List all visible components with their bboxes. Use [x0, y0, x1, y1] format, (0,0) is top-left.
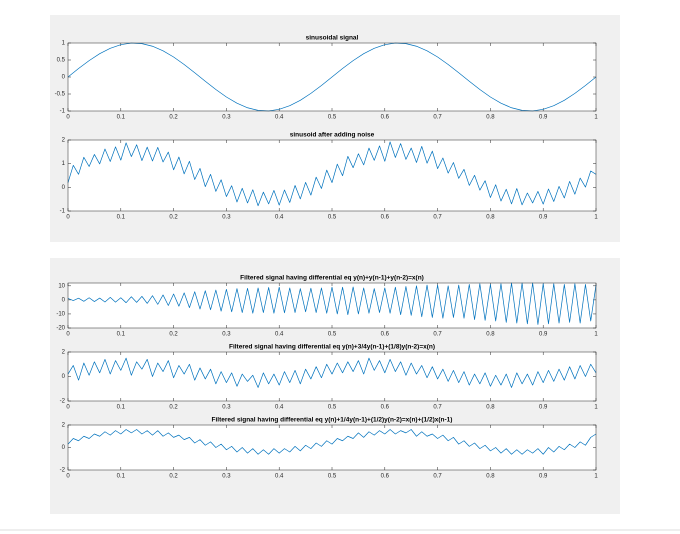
- x-tick-label: 0.1: [117, 474, 126, 480]
- x-tick-label: 0: [66, 215, 70, 221]
- x-tick-label: 0.3: [222, 115, 231, 121]
- x-tick-label: 0: [66, 474, 70, 480]
- y-tick-label: 10: [58, 283, 65, 289]
- y-tick-label: -1: [60, 109, 66, 115]
- x-tick-label: 0.3: [222, 332, 231, 338]
- x-tick-label: 0.5: [328, 332, 337, 338]
- x-tick-label: 0.9: [539, 405, 548, 411]
- x-tick-label: 1: [594, 474, 598, 480]
- chart-title: Filtered signal having differential eq y…: [240, 275, 424, 282]
- x-tick-label: 0.5: [328, 405, 337, 411]
- axes-frame: [67, 139, 597, 212]
- x-tick-label: 0.2: [169, 115, 178, 121]
- x-tick-label: 0: [66, 405, 70, 411]
- x-tick-label: 1: [594, 215, 598, 221]
- y-tick-label: 0: [62, 445, 66, 451]
- x-tick-label: 0.9: [539, 474, 548, 480]
- x-tick-label: 0.4: [275, 215, 284, 221]
- x-tick-label: 0.6: [381, 115, 390, 121]
- x-tick-label: 0.8: [486, 115, 495, 121]
- signal-line: [67, 141, 597, 207]
- x-tick-label: 0.8: [486, 474, 495, 480]
- x-tick-label: 0.2: [169, 405, 178, 411]
- y-tick-label: -1: [60, 209, 66, 215]
- x-tick-label: 0.6: [381, 332, 390, 338]
- y-tick-label: 0: [62, 297, 66, 303]
- x-tick-label: 0.6: [381, 215, 390, 221]
- x-tick-label: 0.2: [169, 474, 178, 480]
- x-tick-label: 1: [594, 405, 598, 411]
- chart-title: Filtered signal having differential eq y…: [212, 417, 453, 424]
- y-tick-label: 0: [62, 185, 66, 191]
- x-tick-label: 0.4: [275, 332, 284, 338]
- x-tick-label: 0.8: [486, 405, 495, 411]
- x-tick-label: 0.3: [222, 405, 231, 411]
- x-tick-label: 0.7: [433, 115, 442, 121]
- x-tick-label: 0.1: [117, 405, 126, 411]
- signal-line: [67, 42, 597, 112]
- axes-frame: [67, 351, 597, 402]
- x-tick-label: 0: [66, 332, 70, 338]
- y-tick-label: 1: [62, 41, 66, 47]
- x-tick-label: 0.7: [433, 474, 442, 480]
- x-tick-label: 0: [66, 115, 70, 121]
- x-tick-label: 0.6: [381, 474, 390, 480]
- x-tick-label: 0.9: [539, 215, 548, 221]
- chart-title: sinusoid after adding noise: [290, 132, 375, 139]
- y-tick-label: 2: [62, 138, 66, 144]
- x-tick-label: 0.3: [222, 474, 231, 480]
- chart-title: sinusoidal signal: [306, 35, 359, 42]
- x-tick-label: 0.9: [539, 115, 548, 121]
- x-tick-label: 0.4: [275, 405, 284, 411]
- axes-background: [68, 352, 596, 401]
- x-tick-label: 0.8: [486, 332, 495, 338]
- y-tick-label: -20: [56, 326, 65, 332]
- x-tick-label: 0.7: [433, 215, 442, 221]
- y-tick-label: -0.5: [55, 92, 66, 98]
- axes-background: [68, 140, 596, 211]
- x-tick-label: 0.7: [433, 405, 442, 411]
- x-tick-label: 0.6: [381, 405, 390, 411]
- x-tick-label: 0.5: [328, 115, 337, 121]
- x-tick-label: 0.4: [275, 115, 284, 121]
- x-tick-label: 0.1: [117, 215, 126, 221]
- x-tick-label: 0.5: [328, 215, 337, 221]
- x-tick-label: 1: [594, 332, 598, 338]
- axes-frame: [67, 424, 597, 471]
- x-tick-label: 0.2: [169, 332, 178, 338]
- x-tick-label: 0.3: [222, 215, 231, 221]
- y-tick-label: 2: [62, 423, 66, 429]
- x-tick-label: 0.2: [169, 215, 178, 221]
- x-tick-label: 0.1: [117, 332, 126, 338]
- x-tick-label: 0.4: [275, 474, 284, 480]
- y-tick-label: 0: [62, 374, 66, 380]
- signal-line: [67, 357, 597, 388]
- axes-frame: [67, 282, 597, 329]
- y-tick-label: 0.5: [57, 58, 66, 64]
- y-tick-label: -10: [56, 312, 65, 318]
- chart-title: Filtered signal having differential eq y…: [229, 344, 435, 351]
- axes-background: [68, 425, 596, 470]
- x-tick-label: 0.1: [117, 115, 126, 121]
- y-tick-label: -2: [60, 399, 66, 405]
- y-tick-label: 0: [62, 75, 66, 81]
- x-tick-label: 0.8: [486, 215, 495, 221]
- x-tick-label: 0.9: [539, 332, 548, 338]
- y-tick-label: 2: [62, 350, 66, 356]
- y-tick-label: -2: [60, 468, 66, 474]
- x-tick-label: 0.5: [328, 474, 337, 480]
- x-tick-label: 1: [594, 115, 598, 121]
- y-tick-label: 1: [62, 161, 66, 167]
- signal-line: [67, 429, 597, 455]
- axes-frame: [67, 42, 597, 112]
- signal-line: [67, 282, 597, 325]
- x-tick-label: 0.7: [433, 332, 442, 338]
- axes-background: [68, 283, 596, 328]
